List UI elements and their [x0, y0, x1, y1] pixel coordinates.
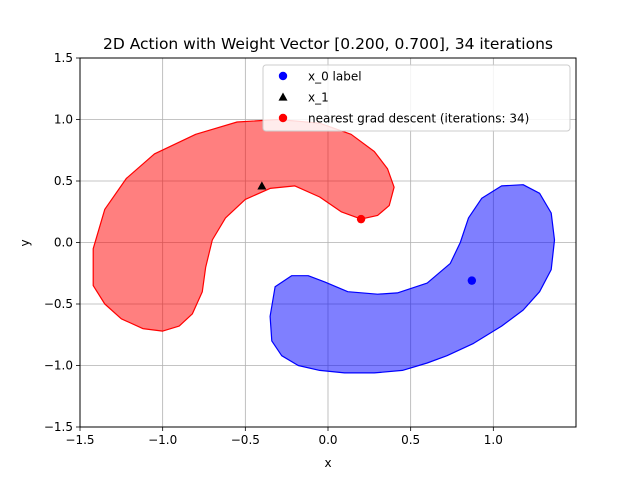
y-tick-label: −1.5: [44, 420, 73, 434]
y-tick-label: 0.0: [54, 236, 73, 250]
x-tick-label: −1.5: [65, 433, 94, 447]
legend-marker-0: [278, 71, 288, 81]
x-axis-ticks: −1.5 −1.0 −0.5 0.0 0.5 1.0: [65, 427, 503, 447]
data-points: [257, 181, 477, 285]
data-point-series-1: [257, 181, 267, 190]
legend-label-2: nearest grad descent (iterations: 34): [308, 112, 529, 126]
legend-box: [262, 64, 571, 132]
x-tick-label: 1.0: [484, 433, 503, 447]
region-blue: [269, 184, 556, 374]
legend-label-0: x_0 label: [308, 70, 362, 84]
y-tick-label: −1.0: [44, 359, 73, 373]
y-tick-label: 1.5: [54, 51, 73, 65]
y-tick-label: 0.5: [54, 174, 73, 188]
x-tick-label: 0.5: [401, 433, 420, 447]
legend-label-1: x_1: [308, 91, 329, 105]
regions: [92, 118, 556, 374]
chart-title: 2D Action with Weight Vector [0.200, 0.7…: [103, 35, 553, 53]
data-point-series-0: [467, 276, 477, 285]
y-tick-label: 1.0: [54, 113, 73, 127]
legend-marker-1: [278, 92, 288, 101]
x-tick-label: −1.0: [148, 433, 177, 447]
y-axis-ticks: −1.5 −1.0 −0.5 0.0 0.5 1.0 1.5: [44, 51, 80, 434]
x-tick-label: −0.5: [231, 433, 260, 447]
x-axis-label: x: [324, 456, 331, 470]
region-red: [92, 118, 395, 332]
x-tick-label: 0.0: [318, 433, 337, 447]
y-tick-label: −0.5: [44, 297, 73, 311]
y-axis-label: y: [18, 239, 32, 246]
data-point-series-2: [356, 214, 366, 224]
legend-marker-2: [278, 113, 288, 123]
